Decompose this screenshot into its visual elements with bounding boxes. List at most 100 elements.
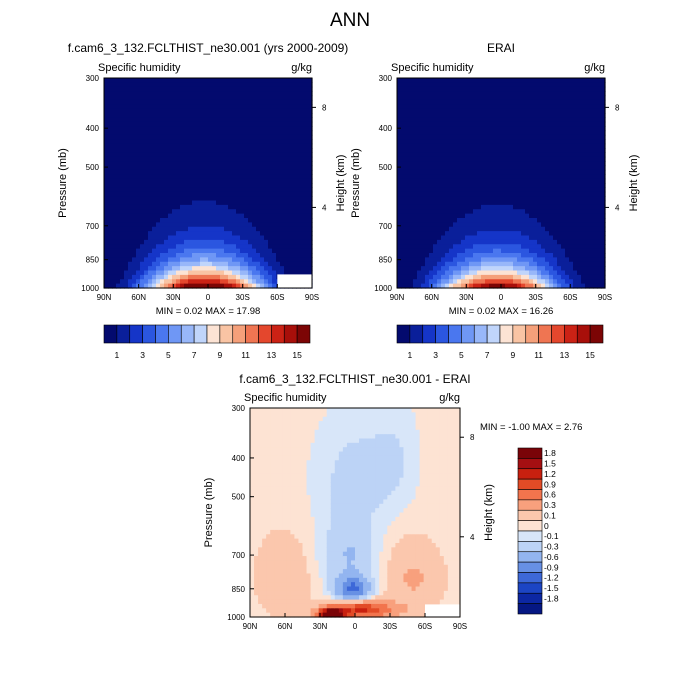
field-cell: [264, 248, 269, 254]
field-cell: [180, 244, 185, 250]
field-cell: [124, 130, 129, 136]
field-cell: [276, 222, 281, 228]
field-cell: [204, 130, 209, 136]
field-cell: [188, 134, 193, 140]
field-cell: [188, 222, 193, 228]
field-cell: [292, 231, 297, 237]
field-cell: [128, 200, 133, 206]
field-cell: [256, 108, 261, 114]
field-cell: [188, 121, 193, 127]
field-cell: [132, 191, 137, 197]
field-cell: [216, 152, 221, 158]
field-cell: [280, 231, 285, 237]
field-cell: [176, 253, 181, 258]
field-cell: [140, 244, 145, 250]
field-cell: [160, 248, 165, 254]
field-cell: [136, 239, 141, 245]
field-cell: [156, 248, 161, 254]
field-cell: [220, 213, 225, 219]
field-cell: [220, 165, 225, 171]
field-cell: [124, 213, 129, 219]
field-cell: [184, 218, 189, 223]
field-cell: [256, 213, 261, 219]
field-cell: [192, 121, 197, 127]
field-cell: [296, 165, 301, 171]
field-cell: [184, 126, 189, 132]
field-cell: [192, 204, 197, 210]
field-cell: [236, 270, 241, 276]
field-cell: [288, 218, 293, 223]
field-cell: [248, 231, 253, 237]
field-cell: [272, 91, 277, 97]
field-cell: [272, 191, 277, 197]
field-cell: [280, 156, 285, 162]
field-cell: [220, 244, 225, 250]
field-cell: [256, 130, 261, 136]
field-cell: [132, 266, 137, 272]
field-cell: [160, 139, 165, 145]
field-cell: [256, 253, 261, 258]
field-cell: [248, 130, 253, 136]
field-cell: [164, 82, 169, 88]
field-cell: [164, 134, 169, 140]
field-cell: [268, 239, 273, 245]
field-cell: [252, 226, 257, 232]
field-cell: [144, 222, 149, 228]
field-cell: [288, 270, 293, 276]
field-cell: [120, 274, 125, 280]
field-cell: [236, 231, 241, 237]
field-cell: [216, 165, 221, 171]
field-cell: [156, 204, 161, 210]
field-cell: [144, 148, 149, 153]
field-cell: [276, 108, 281, 114]
field-cell: [296, 121, 301, 127]
field-cell: [128, 226, 133, 232]
field-cell: [188, 279, 193, 285]
field-cell: [260, 152, 265, 158]
field-cell: [236, 239, 241, 245]
field-cell: [140, 209, 145, 215]
field-cell: [192, 279, 197, 285]
field-cell: [204, 261, 209, 267]
field-cell: [288, 130, 293, 136]
field-cell: [156, 222, 161, 228]
field-cell: [152, 130, 157, 136]
field-cell: [104, 95, 109, 101]
field-cell: [156, 139, 161, 145]
field-cell: [176, 95, 181, 101]
field-cell: [276, 239, 281, 245]
field-cell: [264, 82, 269, 88]
field-cell: [204, 213, 209, 219]
field-cell: [228, 204, 233, 210]
field-cell: [168, 261, 173, 267]
field-cell: [148, 139, 153, 145]
field-cell: [208, 213, 213, 219]
field-cell: [140, 231, 145, 237]
field-cell: [132, 274, 137, 280]
field-cell: [132, 178, 137, 184]
field-cell: [288, 253, 293, 258]
field-cell: [280, 261, 285, 267]
field-cell: [156, 266, 161, 272]
field-cell: [204, 283, 209, 289]
field-cell: [284, 108, 289, 114]
field-cell: [200, 99, 205, 105]
field-cell: [116, 222, 121, 228]
field-cell: [296, 82, 301, 88]
field-cell: [140, 200, 145, 206]
field-cell: [176, 117, 181, 123]
field-cell: [208, 104, 213, 110]
field-cell: [172, 117, 177, 123]
field-cell: [240, 121, 245, 127]
field-cell: [268, 95, 273, 101]
field-cell: [212, 222, 217, 228]
field-cell: [172, 222, 177, 228]
field-cell: [208, 270, 213, 276]
field-cell: [236, 130, 241, 136]
field-cell: [252, 235, 257, 241]
field-cell: [120, 117, 125, 123]
field-cell: [116, 213, 121, 219]
field-cell: [188, 161, 193, 167]
field-cell: [156, 196, 161, 202]
